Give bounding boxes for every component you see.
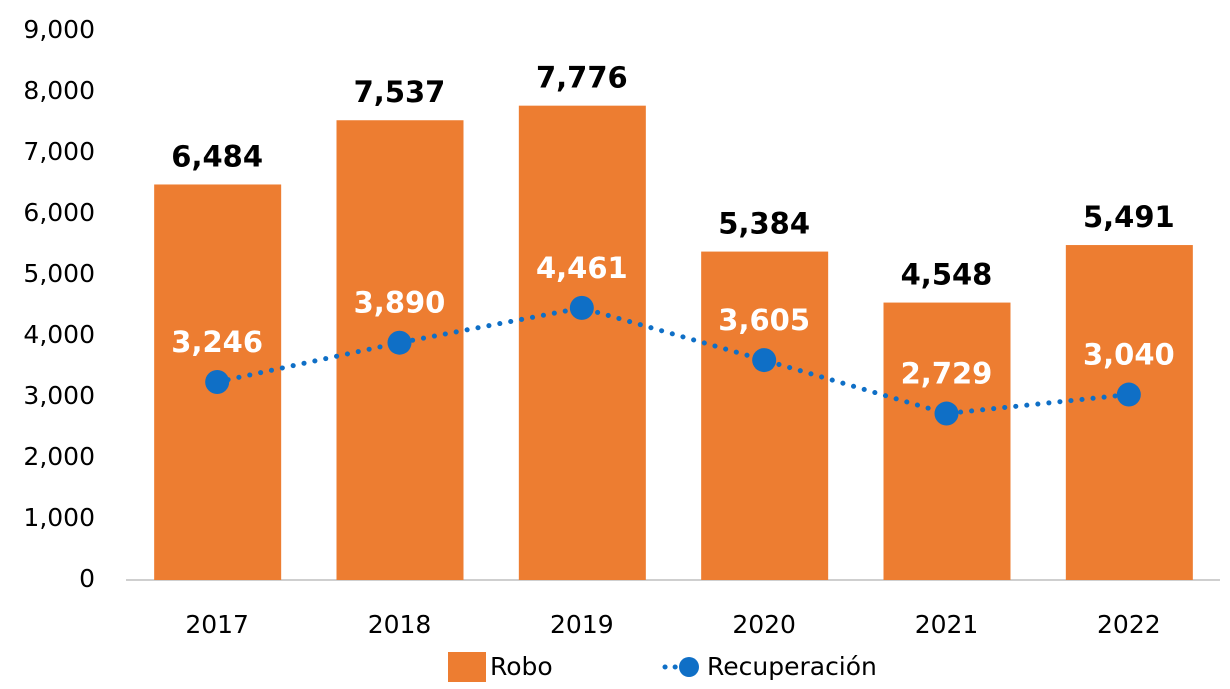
value-label: 6,484: [171, 139, 263, 173]
legend-swatch: [448, 652, 486, 682]
value-label: 7,537: [354, 75, 446, 109]
y-tick-label: 5,000: [23, 259, 95, 288]
x-tick-label: 2022: [1097, 610, 1161, 639]
value-label: 3,040: [1083, 338, 1175, 372]
line: [214, 305, 1132, 417]
value-label: 5,384: [718, 207, 810, 241]
x-tick-label: 2017: [185, 610, 249, 639]
value-label: 5,491: [1083, 200, 1175, 234]
x-tick-label: 2018: [368, 610, 432, 639]
y-tick-label: 7,000: [23, 137, 95, 166]
value-label: 7,776: [536, 61, 628, 95]
x-tick-label: 2019: [550, 610, 614, 639]
bar: [1065, 245, 1193, 580]
line-marker: [569, 295, 594, 320]
line-marker: [1116, 382, 1141, 407]
value-label: 2,729: [901, 357, 993, 391]
y-tick-label: 2,000: [23, 442, 95, 471]
value-label: 3,246: [171, 325, 263, 359]
line-marker: [387, 330, 412, 355]
value-label: 4,548: [901, 258, 993, 292]
y-tick-label: 8,000: [23, 76, 95, 105]
value-label: 3,890: [354, 286, 446, 320]
y-tick-label: 4,000: [23, 320, 95, 349]
legend-label: Robo: [490, 652, 553, 681]
value-label: 4,461: [536, 251, 628, 285]
bar: [883, 302, 1011, 580]
line-marker: [934, 401, 959, 426]
legend-label: Recuperación: [707, 652, 877, 681]
y-tick-label: 9,000: [23, 15, 95, 44]
y-tick-label: 6,000: [23, 198, 95, 227]
bar: [701, 251, 829, 581]
line-marker: [752, 348, 777, 373]
line-marker: [205, 369, 230, 394]
x-tick-label: 2020: [732, 610, 796, 639]
value-label: 3,605: [718, 303, 810, 337]
bar: [518, 105, 646, 580]
x-tick-label: 2021: [915, 610, 979, 639]
y-tick-label: 1,000: [23, 503, 95, 532]
y-tick-label: 0: [79, 564, 95, 593]
legend-swatch: [679, 657, 699, 677]
y-tick-label: 3,000: [23, 381, 95, 410]
